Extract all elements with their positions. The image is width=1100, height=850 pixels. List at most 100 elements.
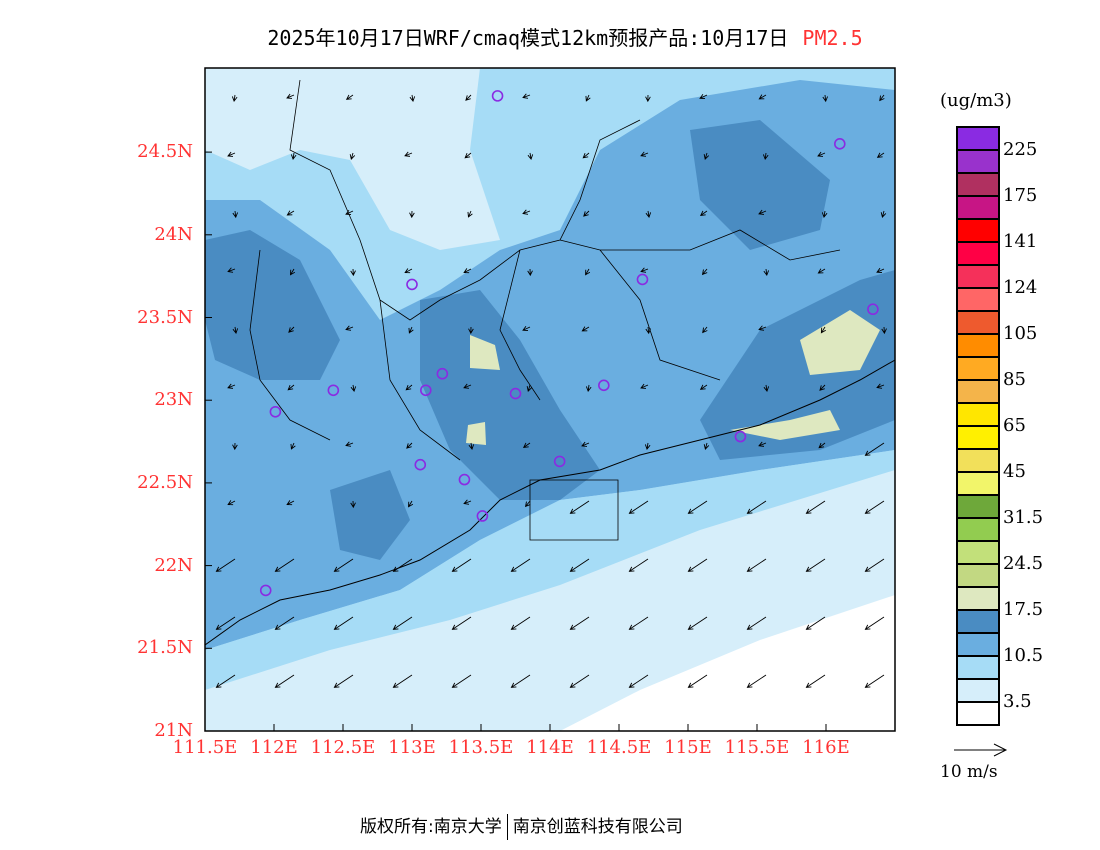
wind-arrow-icon bbox=[818, 442, 826, 449]
legend-color-swatch bbox=[958, 565, 998, 588]
wind-arrow-icon bbox=[345, 325, 354, 331]
wind-arrow-icon bbox=[290, 442, 296, 450]
wind-arrow-icon bbox=[581, 441, 590, 447]
legend-color-swatch bbox=[958, 588, 998, 611]
lat-tick-label: 23.5N bbox=[137, 306, 193, 328]
wind-arrow-icon bbox=[227, 500, 236, 506]
wind-arrow-icon bbox=[763, 384, 770, 393]
elevated-zone-dongguan bbox=[466, 422, 486, 445]
legend-color-swatch bbox=[958, 611, 998, 634]
wind-arrow-icon bbox=[527, 152, 534, 161]
legend-color-swatch bbox=[958, 657, 998, 680]
wind-arrow-icon bbox=[746, 558, 767, 572]
legend-color-swatch bbox=[958, 335, 998, 358]
station-marker bbox=[598, 379, 610, 392]
legend-label: 141 bbox=[1003, 231, 1038, 252]
station-marker bbox=[458, 473, 471, 486]
lat-tick-label: 22N bbox=[154, 554, 193, 576]
wind-arrow-icon bbox=[758, 325, 767, 331]
wind-arrow-icon bbox=[645, 94, 651, 103]
wind-arrow-icon bbox=[463, 383, 472, 389]
wind-arrow-icon bbox=[819, 384, 826, 391]
wind-arrow-icon bbox=[817, 151, 826, 157]
title-text: 2025年10月17日WRF/cmaq模式12km预报产品:10月17日 bbox=[267, 26, 789, 50]
wind-arrow-icon bbox=[569, 500, 590, 514]
wind-arrow-icon bbox=[522, 325, 531, 332]
legend-color-swatch bbox=[958, 496, 998, 519]
coastline bbox=[205, 359, 895, 646]
wind-arrow-icon bbox=[274, 674, 295, 688]
wind-arrow-icon bbox=[703, 152, 710, 160]
wind-arrow-icon bbox=[215, 558, 236, 572]
station-marker bbox=[419, 384, 432, 397]
station-marker bbox=[406, 278, 418, 291]
wind-arrow-icon bbox=[409, 94, 416, 103]
wind-arrow-icon bbox=[864, 558, 885, 572]
wind-arrow-icon bbox=[463, 499, 472, 505]
wind-arrow-icon bbox=[628, 558, 649, 572]
station-marker bbox=[327, 384, 340, 397]
legend-color-swatch bbox=[958, 542, 998, 565]
wind-arrow-icon bbox=[287, 384, 295, 391]
station-marker bbox=[476, 510, 489, 522]
wind-arrow-icon bbox=[510, 558, 531, 572]
wind-arrow-icon bbox=[864, 674, 885, 688]
wind-arrow-icon bbox=[451, 616, 472, 630]
station-marker bbox=[436, 367, 449, 380]
lon-tick-label: 112E bbox=[250, 737, 298, 758]
legend-label: 17.5 bbox=[1003, 599, 1044, 620]
wind-arrow-icon bbox=[408, 326, 414, 334]
high-zone-southwest bbox=[330, 470, 410, 560]
wind-arrow-icon bbox=[628, 674, 649, 688]
wind-arrow-icon bbox=[333, 616, 354, 630]
lon-tick-label: 113.5E bbox=[448, 737, 514, 758]
pollutant-label: PM2.5 bbox=[802, 26, 863, 50]
lat-tick-label: 21.5N bbox=[137, 637, 193, 659]
wind-reference-arrow-icon bbox=[954, 743, 1008, 757]
wind-arrow-icon bbox=[763, 268, 770, 277]
legend-label: 3.5 bbox=[1003, 691, 1032, 712]
map-title: 2025年10月17日WRF/cmaq模式12km预报产品:10月17日 PM2.… bbox=[0, 22, 1100, 51]
station-marker bbox=[867, 303, 879, 316]
wind-arrow-icon bbox=[805, 616, 826, 630]
wind-arrow-icon bbox=[569, 616, 590, 630]
legend-color-swatch bbox=[958, 703, 998, 724]
wind-arrow-icon bbox=[746, 616, 767, 630]
wind-arrow-icon bbox=[876, 152, 885, 158]
wind-arrow-icon bbox=[864, 500, 885, 514]
wind-arrow-icon bbox=[640, 383, 649, 389]
wind-arrow-icon bbox=[392, 558, 413, 572]
elevated-zone-coast bbox=[730, 410, 840, 440]
legend-color-swatch bbox=[958, 289, 998, 312]
wind-arrow-icon bbox=[227, 151, 236, 157]
legend-color-swatch bbox=[958, 174, 998, 197]
wind-arrow-icon bbox=[232, 442, 238, 451]
wind-arrow-icon bbox=[467, 210, 473, 218]
wind-arrow-icon bbox=[582, 152, 590, 159]
wind-arrow-icon bbox=[350, 384, 357, 393]
wind-arrow-icon bbox=[699, 384, 708, 390]
legend-label: 175 bbox=[1003, 185, 1038, 206]
wind-arrow-icon bbox=[345, 94, 354, 100]
wind-arrow-icon bbox=[820, 326, 826, 334]
lat-tick-label: 22.5N bbox=[137, 471, 193, 493]
wind-arrow-icon bbox=[408, 500, 414, 508]
lon-tick-label: 114E bbox=[526, 737, 574, 758]
legend-unit: (ug/m3) bbox=[940, 90, 1012, 111]
wind-arrow-icon bbox=[880, 210, 887, 218]
wind-arrow-icon bbox=[468, 326, 474, 335]
wind-arrow-icon bbox=[350, 500, 356, 509]
wind-arrow-icon bbox=[522, 442, 531, 448]
legend-color-swatch bbox=[958, 312, 998, 335]
wind-arrow-icon bbox=[406, 442, 413, 449]
legend-color-swatch bbox=[958, 680, 998, 703]
lon-tick-label: 111.5E bbox=[172, 737, 238, 758]
legend-color-swatch bbox=[958, 151, 998, 174]
wind-arrow-icon bbox=[464, 152, 472, 159]
legend-label: 24.5 bbox=[1003, 553, 1044, 574]
wind-arrow-icon bbox=[392, 616, 413, 630]
wind-arrow-icon bbox=[703, 442, 710, 450]
wind-arrow-icon bbox=[227, 267, 236, 273]
low-zone-north bbox=[205, 68, 500, 250]
high-zone-west bbox=[205, 230, 340, 380]
